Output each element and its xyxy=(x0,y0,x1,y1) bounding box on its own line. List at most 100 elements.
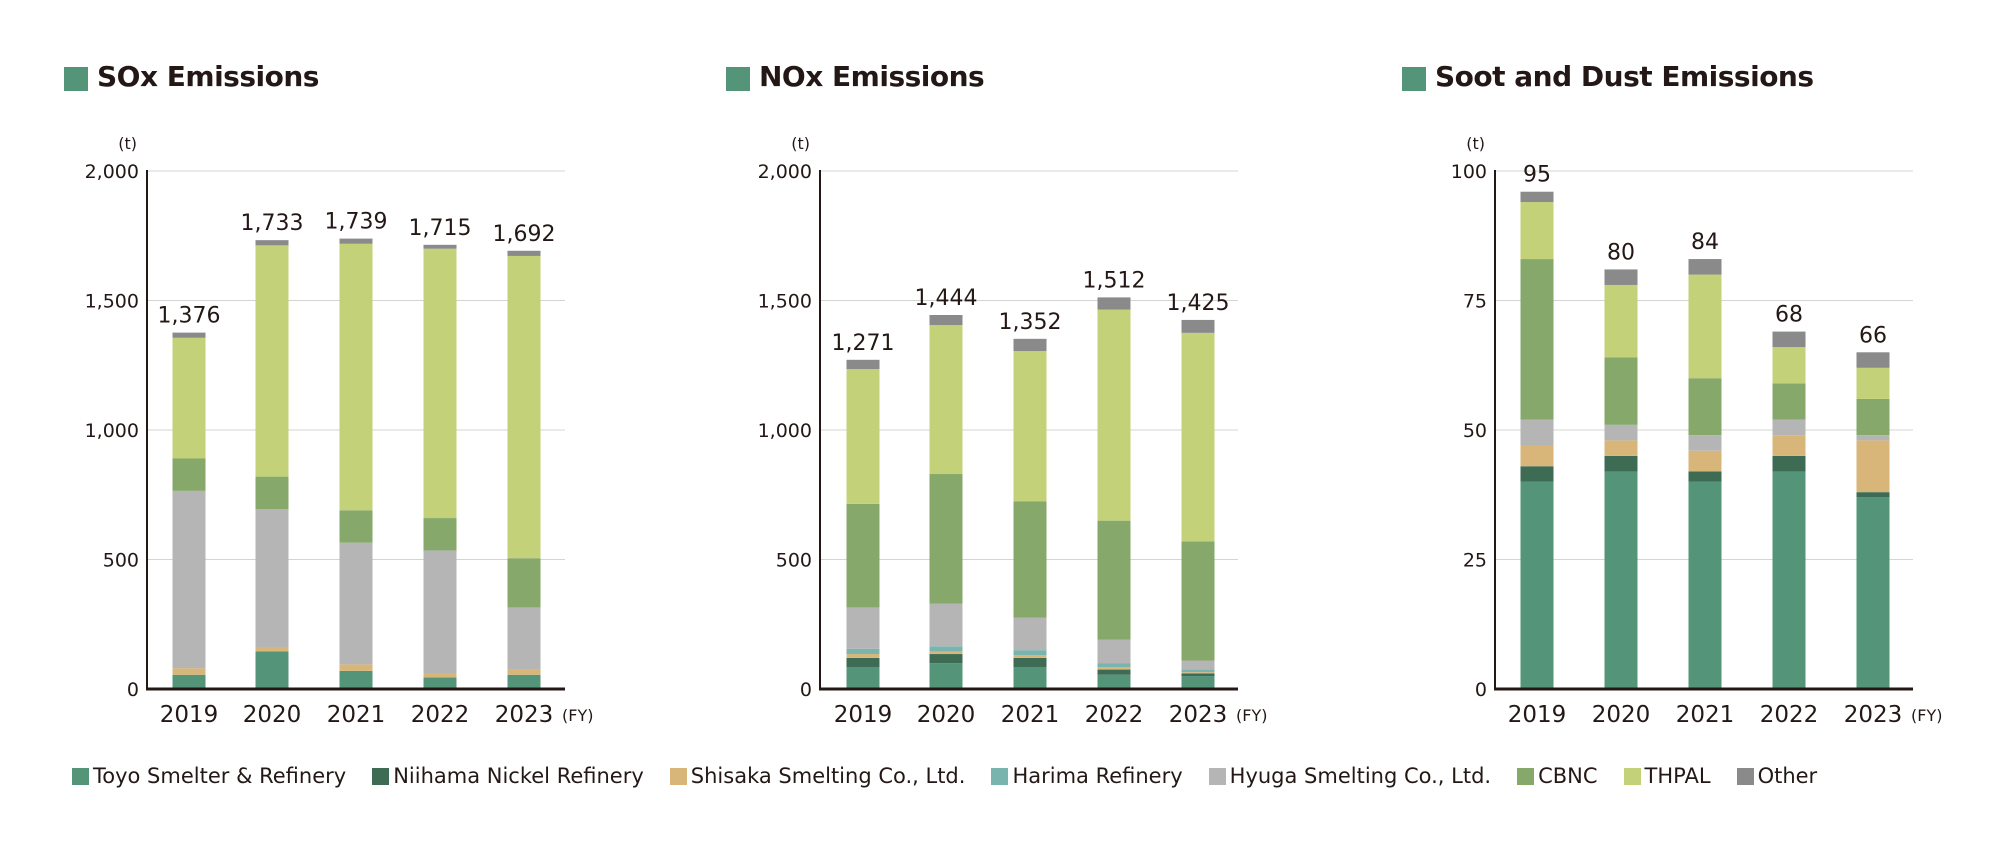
nox-bar-segment xyxy=(1013,501,1047,618)
legend-swatch xyxy=(1517,767,1535,785)
sox-bar-segment xyxy=(339,670,373,689)
soot-bar-segment xyxy=(1520,259,1554,420)
sox-bar-segment xyxy=(423,518,457,551)
soot-bar-segment xyxy=(1520,466,1554,482)
sox-ytick-label: 500 xyxy=(103,550,139,572)
sox-bar-segment xyxy=(339,510,373,543)
soot-bar-segment xyxy=(1520,191,1554,203)
sox-bar-segment xyxy=(255,651,289,689)
nox-title-square xyxy=(726,67,750,91)
sox-bar-segment xyxy=(507,674,541,689)
soot-xtick-label: 2023 xyxy=(1844,702,1903,728)
nox-bar-segment xyxy=(846,359,880,370)
nox-total-label: 1,512 xyxy=(1083,268,1146,293)
soot-xtick-label: 2021 xyxy=(1676,702,1735,728)
sox-bar-segment xyxy=(255,245,289,477)
soot-bar-segment xyxy=(1604,357,1638,425)
soot-bar-segment xyxy=(1856,367,1890,399)
sox-xtick-label: 2019 xyxy=(160,702,219,728)
soot-bar-segment xyxy=(1520,419,1554,446)
nox-total-label: 1,352 xyxy=(999,310,1062,335)
nox-bar-segment xyxy=(1013,351,1047,502)
legend-item: CBNC xyxy=(1517,764,1598,788)
soot-bar-segment xyxy=(1520,445,1554,467)
nox-bar-segment xyxy=(846,503,880,608)
legend-item: Other xyxy=(1736,764,1818,788)
nox-ytick-label: 2,000 xyxy=(758,161,812,183)
sox-bar-segment xyxy=(507,669,541,675)
legend-swatch xyxy=(72,767,89,785)
soot-bar-segment xyxy=(1604,284,1638,358)
legend-item: Niihama Nickel Refinery xyxy=(372,764,644,788)
soot-xtick-label: 2019 xyxy=(1508,702,1567,728)
nox-bar-segment xyxy=(846,648,880,655)
nox-ytick-label: 1,000 xyxy=(758,420,812,442)
soot-xtick-label: 2020 xyxy=(1592,702,1651,728)
soot-bar-segment xyxy=(1604,471,1638,689)
nox-ytick-label: 1,500 xyxy=(758,291,812,313)
soot-bar-segment xyxy=(1520,202,1554,260)
nox-bar-segment xyxy=(1013,666,1047,689)
nox-bar-segment xyxy=(1013,650,1047,656)
soot-bar-segment xyxy=(1856,398,1890,436)
soot-bar-segment xyxy=(1772,347,1806,384)
soot-bar-segment xyxy=(1688,274,1722,379)
sox-bar-segment xyxy=(507,558,541,608)
sox-total-label: 1,376 xyxy=(158,304,221,329)
nox-bar-segment xyxy=(929,315,963,326)
soot-bar-segment xyxy=(1856,497,1890,689)
nox-bar-segment xyxy=(1181,672,1215,674)
legend-label: Toyo Smelter & Refinery xyxy=(93,764,347,788)
soot-bar-segment xyxy=(1772,383,1806,420)
nox-xtick-label: 2020 xyxy=(917,702,976,728)
legend-swatch xyxy=(1623,767,1641,785)
legend: Toyo Smelter & Refinery Niihama Nickel Re… xyxy=(72,764,1843,788)
sox-bar-segment xyxy=(172,674,206,689)
nox-bar-segment xyxy=(929,651,963,655)
sox-xtick-label: 2021 xyxy=(327,702,386,728)
legend-label: Hyuga Smelting Co., Ltd. xyxy=(1229,764,1492,788)
soot-total-label: 80 xyxy=(1607,240,1635,265)
legend-item: Shisaka Smelting Co., Ltd. xyxy=(669,764,966,788)
soot-ytick-label: 75 xyxy=(1463,291,1487,313)
legend-swatch xyxy=(1208,767,1226,785)
soot-bar-segment xyxy=(1856,352,1890,368)
legend-label: Other xyxy=(1757,764,1818,788)
soot-bar-segment xyxy=(1772,419,1806,436)
soot-total-label: 84 xyxy=(1691,230,1719,255)
legend-label: Shisaka Smelting Co., Ltd. xyxy=(690,764,966,788)
sox-total-label: 1,733 xyxy=(241,211,304,236)
sox-xtick-label: 2020 xyxy=(243,702,302,728)
nox-ytick-label: 0 xyxy=(800,679,812,701)
sox-ytick-label: 2,000 xyxy=(85,161,139,183)
nox-bar-segment xyxy=(1181,669,1215,673)
legend-swatch xyxy=(669,767,687,785)
nox-bar-segment xyxy=(1013,655,1047,658)
sox-bar-segment xyxy=(172,490,206,669)
sox-ytick-label: 0 xyxy=(127,679,139,701)
sox-ytick-label: 1,500 xyxy=(85,291,139,313)
sox-ytick-label: 1,000 xyxy=(85,420,139,442)
nox-bar-segment xyxy=(1013,617,1047,651)
soot-bar-segment xyxy=(1520,481,1554,689)
soot-bar-segment xyxy=(1856,492,1890,498)
nox-total-label: 1,425 xyxy=(1167,291,1230,316)
nox-bar-segment xyxy=(1097,309,1131,521)
nox-bar-segment xyxy=(1097,639,1131,664)
sox-bar-segment xyxy=(423,244,457,249)
soot-bar-segment xyxy=(1688,378,1722,436)
sox-bar-segment xyxy=(339,664,373,671)
soot-ytick-label: 50 xyxy=(1463,420,1487,442)
sox-bar-segment xyxy=(255,508,289,648)
nox-bar-segment xyxy=(1097,297,1131,310)
nox-bar-segment xyxy=(1181,660,1215,670)
nox-bar-segment xyxy=(1181,541,1215,661)
sox-y-unit-label: (t) xyxy=(118,134,137,153)
nox-xtick-label: 2021 xyxy=(1001,702,1060,728)
soot-bar-segment xyxy=(1688,450,1722,472)
nox-bar-segment xyxy=(929,603,963,647)
sox-bar-segment xyxy=(339,238,373,244)
soot-bar-segment xyxy=(1688,435,1722,451)
nox-x-unit-label: (FY) xyxy=(1236,706,1267,725)
